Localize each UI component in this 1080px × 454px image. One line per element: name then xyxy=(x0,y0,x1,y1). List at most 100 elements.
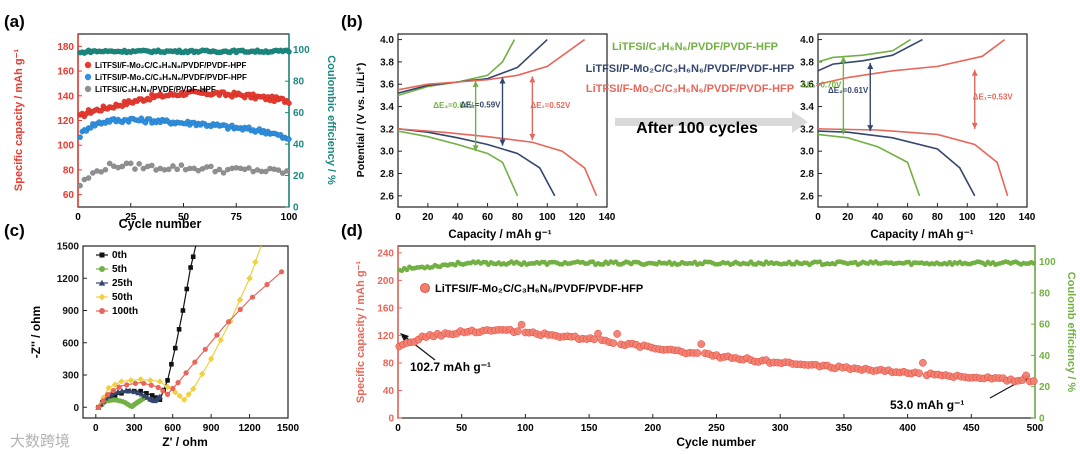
a-point-c3h6n6 xyxy=(220,169,227,176)
b-after-arrow xyxy=(615,111,808,133)
b-left-ytick-label: 3.6 xyxy=(380,80,394,91)
a-xlabel: Cycle number xyxy=(119,217,202,231)
b-right-curve-green-discharge xyxy=(817,133,921,197)
b-left-delta-label: ΔE₁=0.52V xyxy=(530,101,571,110)
a2-ytick-label: 20 xyxy=(293,171,305,182)
c-point-25th xyxy=(141,392,148,399)
c-point-100th xyxy=(116,384,122,390)
plot-frame-c xyxy=(82,245,289,419)
d-point-capacity xyxy=(919,358,927,367)
a-point-c3h6n6 xyxy=(262,168,269,175)
a-ytick-label: 180 xyxy=(57,42,74,53)
b-right-curve-navy-discharge xyxy=(817,130,976,197)
a-point-c3h6n6 xyxy=(77,182,84,189)
b-left-delta-arrowhead-top xyxy=(472,80,479,87)
b-right-delta-arrowhead-bottom xyxy=(971,122,978,129)
d-xtick-label: 400 xyxy=(899,423,916,434)
d-ylabel: Specific capacity / mAh g⁻¹ xyxy=(355,261,367,403)
d-legend-label: LiTFSI/F-Mo₂C/C₃H₆N₆/PVDF/PVDF-HFP xyxy=(435,283,643,295)
c-ytick-label: 300 xyxy=(62,371,79,382)
b-left-delta-arrowhead-top xyxy=(529,76,536,83)
a-point-c3h6n6 xyxy=(208,163,214,170)
b-right-delta-label: ΔE₁=0.53V xyxy=(973,92,1014,101)
b-left-ytick-label: 3.4 xyxy=(380,102,394,113)
d-xtick-label: 350 xyxy=(836,423,853,434)
c-legend-label: 25th xyxy=(112,278,133,289)
c-legend-marker xyxy=(99,308,105,314)
d-annot-end: 53.0 mAh g⁻¹ xyxy=(890,398,964,412)
c-xtick-label: 300 xyxy=(126,423,143,434)
a-legend-label: LiTFSI/P-Mo₂C/C₃H₆N₆/PVDF/PVDF-HPF xyxy=(95,73,247,82)
c-point-0th xyxy=(112,393,118,398)
a-point-c3h6n6 xyxy=(283,168,290,174)
c-point-50th xyxy=(137,376,144,383)
c-point-100th xyxy=(237,306,243,313)
a-y2label: Coulombic efficiency / % xyxy=(325,55,337,185)
a-point-c3h6n6 xyxy=(216,166,223,173)
plot-frame-b-left xyxy=(397,33,608,208)
c-ytick-label: 1500 xyxy=(57,242,80,253)
c-point-50th xyxy=(189,385,197,393)
b-right-xtick-label: 140 xyxy=(1019,212,1036,223)
c-legend-label: 50th xyxy=(112,292,133,303)
c-xtick-label: 600 xyxy=(164,423,181,434)
b-left-ytick-label: 2.6 xyxy=(380,191,394,202)
a-ytick-label: 80 xyxy=(63,165,75,176)
c-legend-label: 100th xyxy=(112,306,138,317)
b-right-delta-label: ΔE₂=0.61V xyxy=(828,86,869,95)
a-legend-label: LiTFSI/C₃H₆N₆/PVDF/PVDF-HPF xyxy=(95,85,216,94)
c-point-25th xyxy=(138,391,145,397)
c-point-25th xyxy=(131,388,138,395)
d-point-capacity xyxy=(609,339,618,347)
a-legend-marker xyxy=(84,61,92,69)
d-ytick-label: 80 xyxy=(383,358,395,369)
d2-ytick-label: 80 xyxy=(1039,288,1051,299)
c-point-50th xyxy=(217,336,224,344)
b-right-delta-arrowhead-bottom xyxy=(840,128,847,135)
c-point-0th xyxy=(165,378,170,383)
a-point-pmo2c xyxy=(77,134,84,141)
c-ytick-label: 1200 xyxy=(57,274,80,285)
b-left-curve-red-discharge xyxy=(397,128,598,197)
b-right-xtick-label: 100 xyxy=(959,212,976,223)
c-legend-marker xyxy=(98,293,106,301)
b-left-delta-arrowhead-bottom xyxy=(499,139,506,146)
c-xtick-label: 900 xyxy=(203,423,220,434)
c-point-50th xyxy=(156,378,164,385)
c-point-50th xyxy=(176,392,183,400)
b-left-delta-label: ΔE₂=0.59V xyxy=(460,101,501,110)
a2-ytick-label: 0 xyxy=(293,203,299,214)
a-point-c3h6n6 xyxy=(275,167,282,173)
b-left-xtick-label: 60 xyxy=(482,212,494,223)
d-legend-marker xyxy=(420,283,430,293)
a-point-fmo2c xyxy=(146,96,153,103)
a-point-c3h6n6 xyxy=(148,162,155,169)
c-point-50th xyxy=(246,275,253,282)
b-right-xtick-label: 20 xyxy=(842,212,854,223)
b-left-ytick-label: 4.0 xyxy=(380,35,394,46)
a-point-c3h6n6 xyxy=(85,175,92,181)
c-point-100th xyxy=(183,370,189,376)
a-point-c3h6n6 xyxy=(246,165,252,171)
b-left-curve-navy-discharge xyxy=(397,128,556,197)
c-legend-label: 0th xyxy=(112,250,127,261)
d-annot-arrowhead-start xyxy=(400,333,409,341)
d-xtick-label: 200 xyxy=(644,423,661,434)
c-point-50th xyxy=(198,370,206,378)
c-point-50th xyxy=(111,381,119,388)
c-point-50th xyxy=(172,389,179,396)
d-ytick-label: 160 xyxy=(377,303,394,314)
b-left-xtick-label: 0 xyxy=(395,212,401,223)
b-left-ytick-label: 3.8 xyxy=(380,57,394,68)
c-point-25th xyxy=(156,393,163,399)
d-xtick-label: 100 xyxy=(517,423,534,434)
d-ytick-label: 0 xyxy=(388,414,394,425)
c-point-50th xyxy=(147,377,154,384)
d-point-capacity xyxy=(915,369,923,378)
a-point-pmo2c xyxy=(286,136,292,142)
c-xlabel: Z' / ohm xyxy=(162,435,208,449)
c-point-25th xyxy=(127,387,134,394)
b-arrow-label: After 100 cycles xyxy=(636,120,758,137)
d-point-capacity xyxy=(517,320,526,329)
b-right-ytick-label: 3.8 xyxy=(800,57,814,68)
